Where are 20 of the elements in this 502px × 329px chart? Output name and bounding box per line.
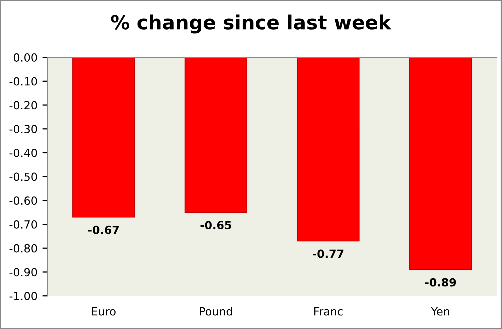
y-tick-label: -0.40 <box>10 148 38 158</box>
y-tick-label: -0.60 <box>10 196 38 206</box>
data-label: -0.65 <box>200 221 232 230</box>
x-tick-label: Pound <box>200 307 232 316</box>
y-tick-label: -0.90 <box>10 268 38 277</box>
x-tick-label: Yen <box>431 308 450 316</box>
y-tick-label: -0.10 <box>10 77 38 86</box>
data-label: -0.77 <box>313 250 344 258</box>
y-tick-label: -0.50 <box>10 172 38 182</box>
y-tick-label: -0.30 <box>10 125 38 134</box>
x-tick-label: Euro <box>92 308 116 316</box>
data-label: -0.89 <box>425 278 456 287</box>
x-tick-label: Franc <box>314 308 343 316</box>
y-tick-label: 0.00 <box>14 54 38 62</box>
data-label: -0.67 <box>88 226 119 234</box>
y-tick-label: -0.70 <box>10 220 38 229</box>
y-tick-label: -0.20 <box>10 101 38 110</box>
y-tick-label: -0.80 <box>10 244 38 253</box>
y-tick-label: -1.00 <box>10 292 38 300</box>
chart-title: % change since last week <box>111 14 392 34</box>
